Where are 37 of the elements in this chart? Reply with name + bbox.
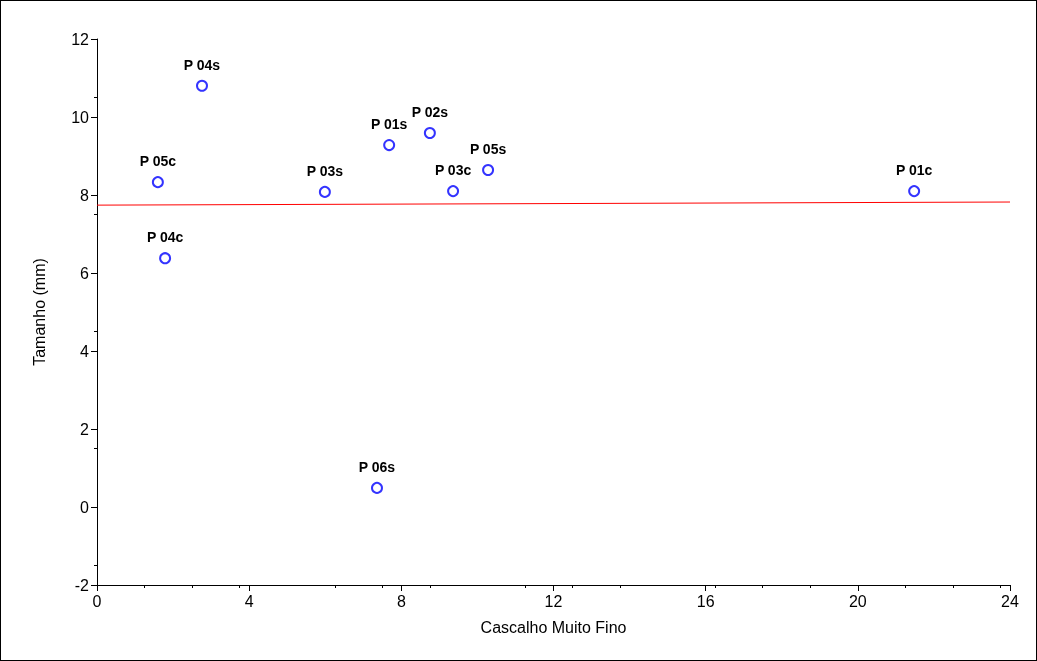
point — [151, 176, 164, 189]
annotation: P 03c — [434, 162, 472, 179]
x-axis-title: Cascalho Muito Fino — [480, 618, 627, 636]
y-tick-label: -2 — [74, 576, 90, 594]
point — [482, 164, 495, 177]
point — [196, 79, 208, 92]
annotation: P 05c — [139, 153, 177, 170]
x-tick-label: 12 — [544, 592, 563, 610]
y-tick-label: 8 — [80, 186, 90, 204]
annotation: P 02s — [411, 103, 449, 120]
y-tick-label: 12 — [71, 30, 90, 48]
x-tick-label: 8 — [396, 592, 406, 610]
y-tick-label: 10 — [71, 108, 90, 126]
x-tick-label: 20 — [848, 592, 867, 610]
annotation: P 03s — [306, 162, 344, 179]
point — [371, 481, 383, 494]
y-tick-label: 4 — [80, 342, 90, 360]
y-tick-label: 6 — [80, 264, 90, 282]
point — [447, 185, 460, 198]
y-axis-title: Tamanho (mm) — [30, 258, 48, 366]
point — [159, 252, 172, 265]
x-tick-label: 4 — [244, 592, 254, 610]
annotation: P 01c — [895, 162, 933, 179]
x-tick-label: 24 — [1001, 592, 1019, 610]
point — [318, 185, 331, 198]
y-tick-label: 2 — [80, 420, 90, 438]
annotation: P 06s — [358, 458, 396, 475]
y-tick-label: 0 — [80, 498, 90, 516]
annotation: P 01s — [370, 116, 408, 133]
point — [423, 126, 436, 139]
annotation: P 04c — [146, 229, 184, 246]
x-tick-label: 16 — [696, 592, 715, 610]
x-tick-label: 0 — [92, 592, 102, 610]
annotation: P 04s — [183, 56, 221, 73]
point — [908, 185, 921, 198]
annotation: P 05s — [469, 141, 507, 158]
point — [383, 139, 396, 152]
